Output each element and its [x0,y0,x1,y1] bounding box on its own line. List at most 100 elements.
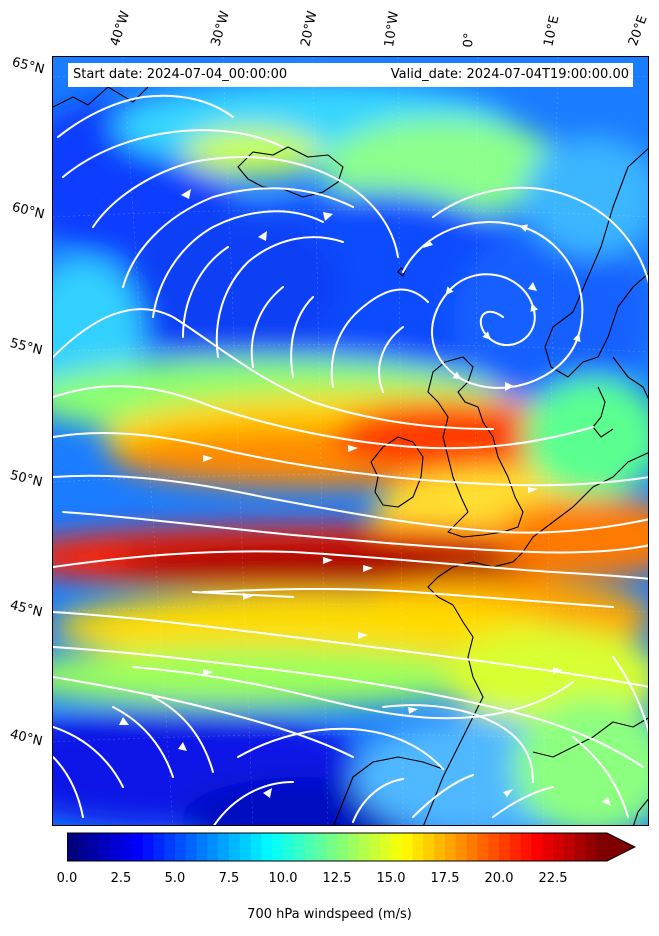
colorbar-tick-label: 22.5 [538,871,568,886]
lat-label-50n: 50°N [8,468,44,491]
coast-med [532,717,648,758]
windspeed-map [53,57,648,825]
lat-label-40n: 40°N [8,727,44,750]
colorbar-band [229,833,241,861]
colorbar-band [99,833,111,861]
coast-denmark [592,386,614,438]
streamline-b3 [53,431,648,487]
streamline-b2 [53,385,594,450]
streamline-jet2 [202,587,614,608]
colorbar-band [153,833,165,861]
coast-iberia [333,756,444,825]
colorbar-band [412,833,424,861]
colorbar-band [455,833,468,861]
lat-label-45n: 45°N [8,598,44,621]
streamline-b1 [53,308,494,430]
lon-label-10e: 10°E [541,14,563,49]
colorbar-tick-label: 7.5 [218,871,240,886]
lon-label-0: 0° [461,32,478,48]
streamline-c3 [53,676,354,758]
lat-label-60n: 60°N [10,200,46,223]
lat-label-55n: 55°N [8,336,44,359]
streamline-c13 [412,774,474,818]
valid-date-label: Valid_date: 2024-07-04T19:00:00.00 [390,67,629,82]
lat-label-65n: 65°N [10,55,46,78]
streamline-jet1 [53,550,648,580]
streamline-c15 [572,736,629,818]
coast-greenland [53,86,149,108]
colorbar-band [401,833,414,861]
colorbar-band [315,833,327,861]
colorbar-band [585,833,597,861]
streamline-c4 [132,666,574,720]
colorbar-label: 700 hPa windspeed (m/s) [247,907,412,922]
colorbar-band [218,833,230,861]
colorbar-band [164,833,176,861]
colorbar-band [110,833,122,861]
streamline-c2 [53,646,644,768]
colorbar-band [261,833,273,861]
colorbar-bands [67,833,635,861]
colorbar-band [358,833,370,861]
streamline-a7 [215,236,344,358]
colorbar-tick-label: 17.5 [430,871,460,886]
colorbar-band [488,833,500,861]
streamline-c6 [112,706,174,778]
colorbar-tick-label: 15.0 [376,871,406,886]
colorbar-band [326,833,338,861]
colorbar-band [563,833,576,861]
colorbar-band [574,833,586,861]
colorbar-tick-label: 20.0 [484,871,514,886]
lon-label-20e: 20°E [625,13,651,49]
streamline-c11 [382,704,534,783]
streamline-c1 [53,611,648,688]
streamline-arrows [119,189,611,806]
streamline-b4 [53,474,648,534]
streamline-a2 [62,129,284,178]
colorbar-band [88,833,100,861]
colorbar-band [434,833,446,861]
colorbar-band [293,833,306,861]
start-date-label: Start date: 2024-07-04_00:00:00 [73,67,288,82]
colorbar-tick-label: 12.5 [322,871,352,886]
colorbar-band [369,833,381,861]
colorbar-band [250,833,262,861]
colorbar-tick-label: 2.5 [110,871,132,886]
streamline-a11 [378,326,404,393]
streamline-c12 [352,778,404,823]
streamline-a4 [122,187,354,288]
windspeed-colorbar [67,832,637,862]
colorbar-band [239,833,252,861]
lon-label-40w: 40°W [107,9,134,48]
colorbar-band [185,833,198,861]
streamline-a3 [92,156,399,258]
streamline-c10 [237,727,444,770]
colorbar-band [477,833,489,861]
colorbar-band [509,833,522,861]
colorbar-band [520,833,532,861]
streamline-cyclone [402,221,584,389]
colorbar-tick-label: 5.0 [164,871,186,886]
colorbar-band [423,833,435,861]
coast-faroe [397,267,406,277]
streamline-c9 [213,781,294,825]
streamline-a8 [250,286,284,368]
colorbar-band [131,833,144,861]
colorbar-band [553,833,565,861]
lon-label-30w: 30°W [208,9,233,49]
colorbar-band [542,833,554,861]
colorbar-band [380,833,392,861]
streamline-c7 [152,696,214,773]
map-panel[interactable] [52,56,649,826]
colorbar-band [531,833,543,861]
colorbar-band [67,833,79,861]
colorbar-band [445,833,457,861]
streamline-a10 [330,288,429,388]
coast-italy [633,798,648,825]
lon-label-20w: 20°W [298,9,321,48]
streamline-a6 [182,246,229,338]
streamline-c5 [53,726,124,788]
colorbar-tick-label: 0.0 [56,871,78,886]
streamline-c14 [492,786,554,818]
colorbar-band [466,833,478,861]
